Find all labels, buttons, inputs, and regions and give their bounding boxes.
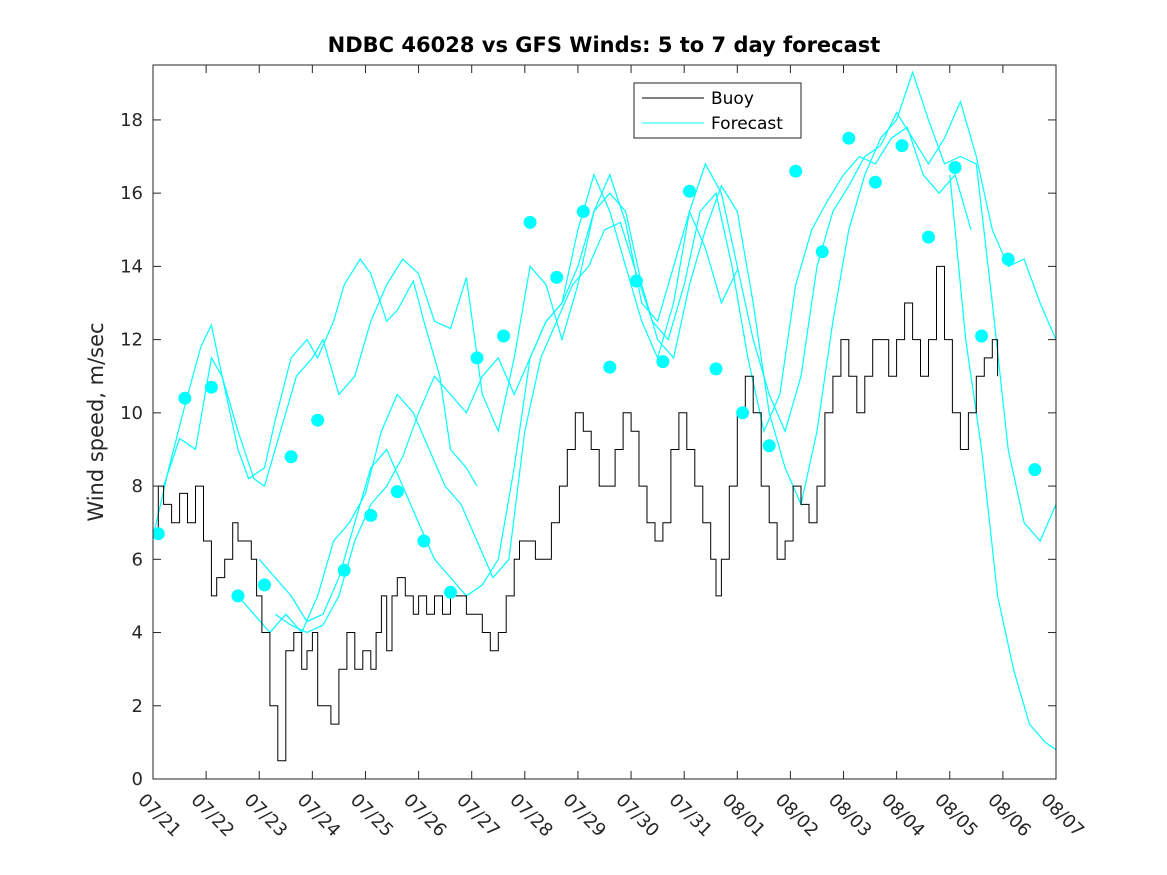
forecast-point <box>975 329 989 343</box>
legend: Buoy Forecast <box>633 82 802 139</box>
forecast-point <box>497 329 511 343</box>
forecast-point <box>364 508 378 522</box>
legend-box <box>633 82 802 139</box>
forecast-point <box>337 563 351 577</box>
forecast-point <box>815 245 829 259</box>
y-tick-label: 12 <box>120 330 143 351</box>
forecast-point <box>258 578 271 592</box>
forecast-point <box>868 175 882 189</box>
buoy-line <box>153 265 999 762</box>
y-axis-label: Wind speed, m/sec <box>84 322 108 521</box>
forecast-point <box>311 413 325 427</box>
chart-title: NDBC 46028 vs GFS Winds: 5 to 7 day fore… <box>328 33 881 57</box>
legend-buoy-label: Buoy <box>711 89 754 109</box>
forecast-point <box>895 139 909 153</box>
forecast-point <box>153 527 165 541</box>
forecast-point <box>629 274 643 288</box>
forecast-point <box>789 164 803 178</box>
forecast-line-1 <box>153 258 478 538</box>
forecast-line-6 <box>949 174 1056 751</box>
y-tick-label: 6 <box>132 549 143 570</box>
forecast-point <box>444 585 457 599</box>
forecast-point <box>1001 252 1015 266</box>
forecast-point <box>178 391 192 405</box>
forecast-point <box>762 439 776 453</box>
y-tick-label: 8 <box>132 476 143 497</box>
forecast-point <box>231 589 245 603</box>
forecast-point <box>1028 463 1042 477</box>
forecast-line-2 <box>163 173 738 488</box>
forecast-point <box>204 380 218 394</box>
plot-frame <box>152 64 1057 780</box>
y-axis-ticks: 0 2 4 6 8 10 12 14 16 18 <box>120 110 1056 790</box>
forecast-point <box>683 184 696 198</box>
forecast-line-5 <box>274 70 1056 634</box>
forecast-point <box>523 215 537 229</box>
forecast-point <box>656 355 670 369</box>
forecast-point <box>736 406 750 420</box>
forecast-point <box>550 270 564 284</box>
forecast-point <box>922 230 935 244</box>
y-tick-label: 10 <box>120 403 143 424</box>
forecast-point <box>948 161 962 174</box>
y-tick-label: 2 <box>132 696 143 717</box>
y-tick-label: 16 <box>120 183 143 204</box>
forecast-point <box>417 534 431 548</box>
forecast-point <box>842 131 856 145</box>
forecast-point <box>603 360 617 374</box>
y-tick-label: 14 <box>120 256 143 277</box>
legend-forecast-label: Forecast <box>711 114 783 134</box>
y-tick-label: 4 <box>132 623 143 644</box>
forecast-point <box>390 485 404 499</box>
forecast-point <box>470 351 484 365</box>
y-tick-label: 0 <box>132 769 143 790</box>
y-tick-label: 18 <box>120 110 143 131</box>
forecast-point <box>709 362 723 376</box>
forecast-point <box>284 450 298 464</box>
forecast-point <box>576 205 590 218</box>
plot-area <box>153 70 1056 762</box>
